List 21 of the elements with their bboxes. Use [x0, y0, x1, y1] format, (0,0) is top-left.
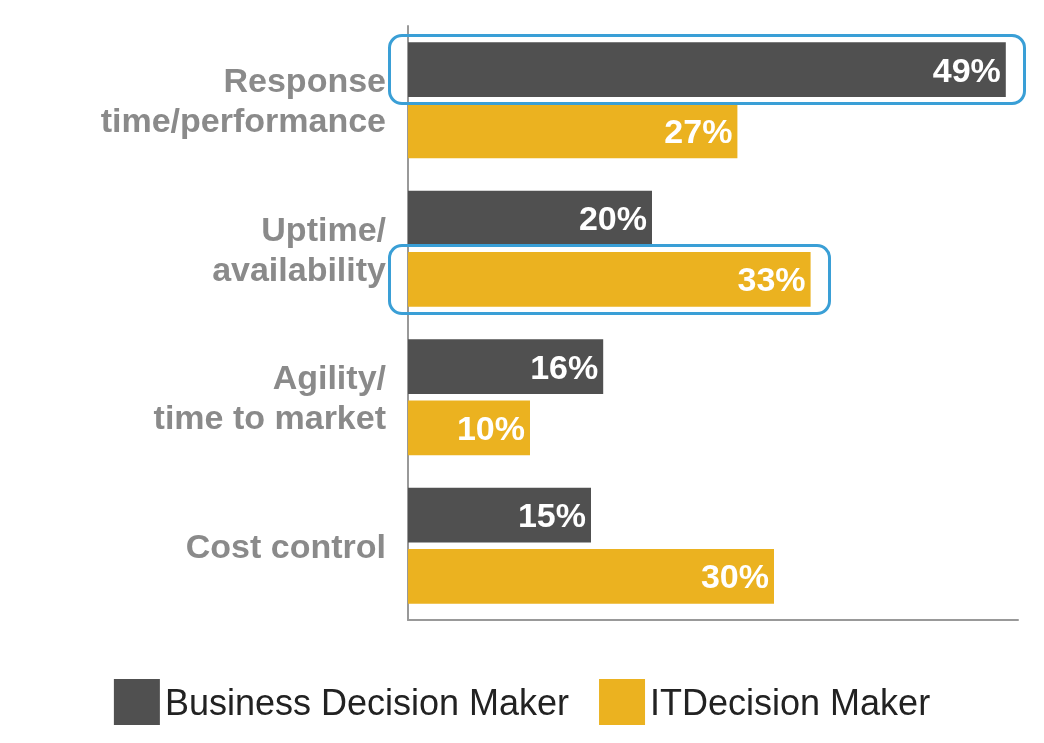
data-label: 20% — [578, 199, 647, 238]
data-label: 16% — [530, 347, 599, 386]
bar — [408, 190, 652, 246]
data-label: 27% — [664, 111, 733, 150]
bar — [408, 487, 591, 543]
y-tick-label: Agility/ time to market — [153, 358, 387, 437]
data-label: 15% — [517, 496, 586, 535]
legend-label: Business Decision Maker — [164, 681, 570, 723]
data-label: 33% — [737, 260, 806, 299]
y-tick-label: Uptime/ availability — [212, 209, 387, 288]
data-label: 49% — [932, 50, 1001, 89]
y-tick-label: Response time/performance — [100, 61, 386, 140]
y-tick-label: Cost control — [185, 526, 386, 565]
bar — [408, 549, 774, 604]
bar — [408, 103, 738, 159]
bar — [408, 42, 1006, 97]
bar — [408, 252, 811, 307]
bar — [408, 339, 604, 394]
data-label: 10% — [456, 408, 525, 447]
data-label: 30% — [700, 557, 769, 596]
legend-label: ITDecision Maker — [650, 681, 931, 723]
